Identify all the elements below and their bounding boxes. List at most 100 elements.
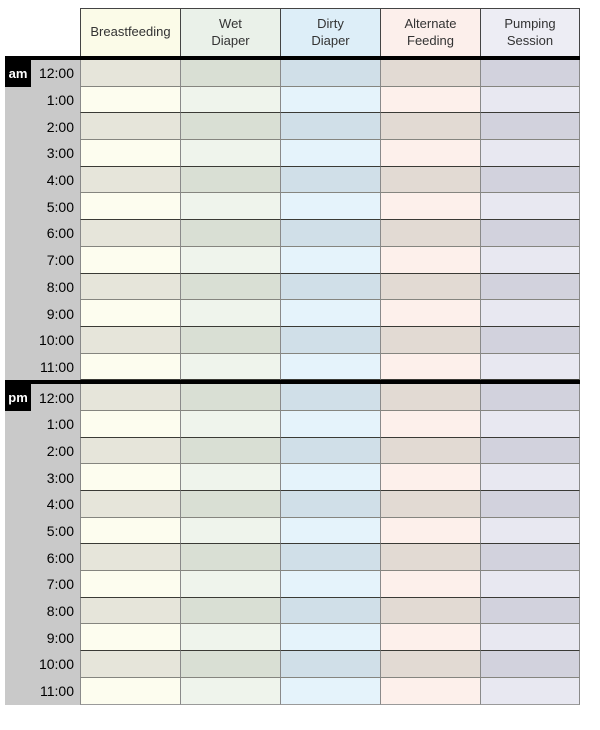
schedule-row-pm-300: 3:00	[5, 464, 580, 491]
entry-cell-dirty-diaper-pm-900	[280, 624, 380, 652]
entry-cell-wet-diaper-am-700	[180, 246, 280, 274]
entry-cell-breastfeeding-pm-100	[80, 410, 180, 438]
entry-cell-wet-diaper-pm-200	[180, 437, 280, 465]
entry-cell-breastfeeding-pm-1100	[80, 677, 180, 705]
schedule-row-am-100: 1:00	[5, 86, 580, 114]
schedule-row-pm-100: 1:00	[5, 410, 580, 438]
entry-cell-dirty-diaper-pm-700	[280, 571, 380, 598]
entry-cell-pumping-session-am-1100	[480, 353, 580, 381]
schedule-row-am-700: 7:00	[5, 246, 580, 274]
entry-cell-dirty-diaper-am-400	[280, 166, 380, 194]
entry-cell-wet-diaper-pm-800	[180, 597, 280, 625]
entry-cell-pumping-session-pm-600	[480, 544, 580, 572]
entry-cell-alternate-feeding-pm-600	[380, 544, 480, 572]
entry-cell-wet-diaper-am-500	[180, 193, 280, 221]
entry-cell-pumping-session-pm-900	[480, 624, 580, 652]
entry-cell-dirty-diaper-am-800	[280, 273, 380, 301]
time-label-cell: 1:00	[5, 86, 80, 114]
time-label: 7:00	[46, 252, 74, 269]
header-divider	[5, 56, 580, 60]
entry-cell-wet-diaper-am-400	[180, 166, 280, 194]
entry-cell-dirty-diaper-am-1000	[280, 326, 380, 354]
entry-cell-dirty-diaper-am-1100	[280, 353, 380, 381]
entry-cell-wet-diaper-am-1200	[180, 60, 280, 87]
entry-cell-alternate-feeding-am-800	[380, 273, 480, 301]
entry-cell-pumping-session-pm-700	[480, 571, 580, 598]
entry-cell-breastfeeding-am-600	[80, 220, 180, 247]
entry-cell-breastfeeding-pm-200	[80, 437, 180, 465]
column-header-dirty-diaper: Dirty Diaper	[280, 8, 380, 56]
schedule-row-am-1200: am 12:00	[5, 60, 580, 87]
entry-cell-alternate-feeding-pm-1000	[380, 651, 480, 678]
entry-cell-breastfeeding-am-1200	[80, 60, 180, 87]
time-label-cell: 8:00	[5, 273, 80, 301]
time-label: 11:00	[40, 683, 74, 700]
entry-cell-breastfeeding-pm-400	[80, 491, 180, 518]
time-label: 9:00	[46, 305, 74, 322]
entry-cell-pumping-session-pm-500	[480, 517, 580, 545]
time-label-cell: 8:00	[5, 597, 80, 625]
entry-cell-dirty-diaper-pm-100	[280, 410, 380, 438]
entry-cell-wet-diaper-am-800	[180, 273, 280, 301]
entry-cell-wet-diaper-am-1100	[180, 353, 280, 381]
schedule-row-pm-900: 9:00	[5, 624, 580, 652]
time-label-cell: 4:00	[5, 166, 80, 194]
entry-cell-pumping-session-am-1000	[480, 326, 580, 354]
schedule-row-pm-600: 6:00	[5, 544, 580, 572]
time-label: 6:00	[46, 225, 74, 242]
schedule-row-am-300: 3:00	[5, 140, 580, 167]
time-label-cell: 7:00	[5, 571, 80, 598]
time-label-cell: 10:00	[5, 326, 80, 354]
schedule-row-pm-1100: 11:00	[5, 677, 580, 705]
schedule-row-pm-800: 8:00	[5, 597, 580, 625]
column-header-label: Alternate Feeding	[404, 16, 457, 48]
schedule-row-pm-200: 2:00	[5, 437, 580, 465]
time-label: 1:00	[46, 416, 74, 433]
entry-cell-pumping-session-pm-800	[480, 597, 580, 625]
entry-cell-breastfeeding-pm-900	[80, 624, 180, 652]
column-header-label: Dirty Diaper	[311, 16, 350, 48]
entry-cell-wet-diaper-am-1000	[180, 326, 280, 354]
entry-cell-dirty-diaper-pm-400	[280, 491, 380, 518]
time-label: 3:00	[46, 469, 74, 486]
entry-cell-pumping-session-am-600	[480, 220, 580, 247]
entry-cell-alternate-feeding-am-300	[380, 140, 480, 167]
time-label-cell: 2:00	[5, 113, 80, 141]
column-header-label: Wet Diaper	[211, 16, 250, 48]
entry-cell-pumping-session-pm-1000	[480, 651, 580, 678]
column-header-breastfeeding: Breastfeeding	[80, 8, 180, 56]
entry-cell-alternate-feeding-am-100	[380, 86, 480, 114]
time-label: 5:00	[46, 523, 74, 540]
entry-cell-wet-diaper-pm-1000	[180, 651, 280, 678]
entry-cell-wet-diaper-am-200	[180, 113, 280, 141]
chart-header-row: Breastfeeding Wet Diaper Dirty Diaper Alterna…	[5, 8, 580, 56]
entry-cell-breastfeeding-pm-1000	[80, 651, 180, 678]
entry-cell-breastfeeding-pm-800	[80, 597, 180, 625]
entry-cell-dirty-diaper-am-700	[280, 246, 380, 274]
time-label: 6:00	[46, 549, 74, 566]
entry-cell-alternate-feeding-pm-900	[380, 624, 480, 652]
entry-cell-pumping-session-am-400	[480, 166, 580, 194]
time-label: 12:00	[38, 389, 74, 406]
time-label: 12:00	[38, 65, 74, 82]
time-label-cell: 7:00	[5, 246, 80, 274]
entry-cell-dirty-diaper-am-1200	[280, 60, 380, 87]
schedule-row-am-400: 4:00	[5, 166, 580, 194]
time-label-cell: am 12:00	[5, 60, 80, 87]
time-label: 11:00	[40, 358, 74, 375]
schedule-row-pm-400: 4:00	[5, 491, 580, 518]
entry-cell-alternate-feeding-am-1000	[380, 326, 480, 354]
entry-cell-breastfeeding-pm-300	[80, 464, 180, 491]
schedule-row-pm-500: 5:00	[5, 517, 580, 545]
entry-cell-pumping-session-am-1200	[480, 60, 580, 87]
entry-cell-wet-diaper-am-600	[180, 220, 280, 247]
schedule-row-am-600: 6:00	[5, 220, 580, 247]
entry-cell-wet-diaper-pm-500	[180, 517, 280, 545]
entry-cell-wet-diaper-pm-400	[180, 491, 280, 518]
entry-cell-breastfeeding-am-700	[80, 246, 180, 274]
entry-cell-breastfeeding-am-300	[80, 140, 180, 167]
entry-cell-alternate-feeding-am-900	[380, 300, 480, 327]
time-label: 4:00	[46, 172, 74, 189]
time-label-cell: 11:00	[5, 677, 80, 705]
entry-cell-wet-diaper-pm-1100	[180, 677, 280, 705]
